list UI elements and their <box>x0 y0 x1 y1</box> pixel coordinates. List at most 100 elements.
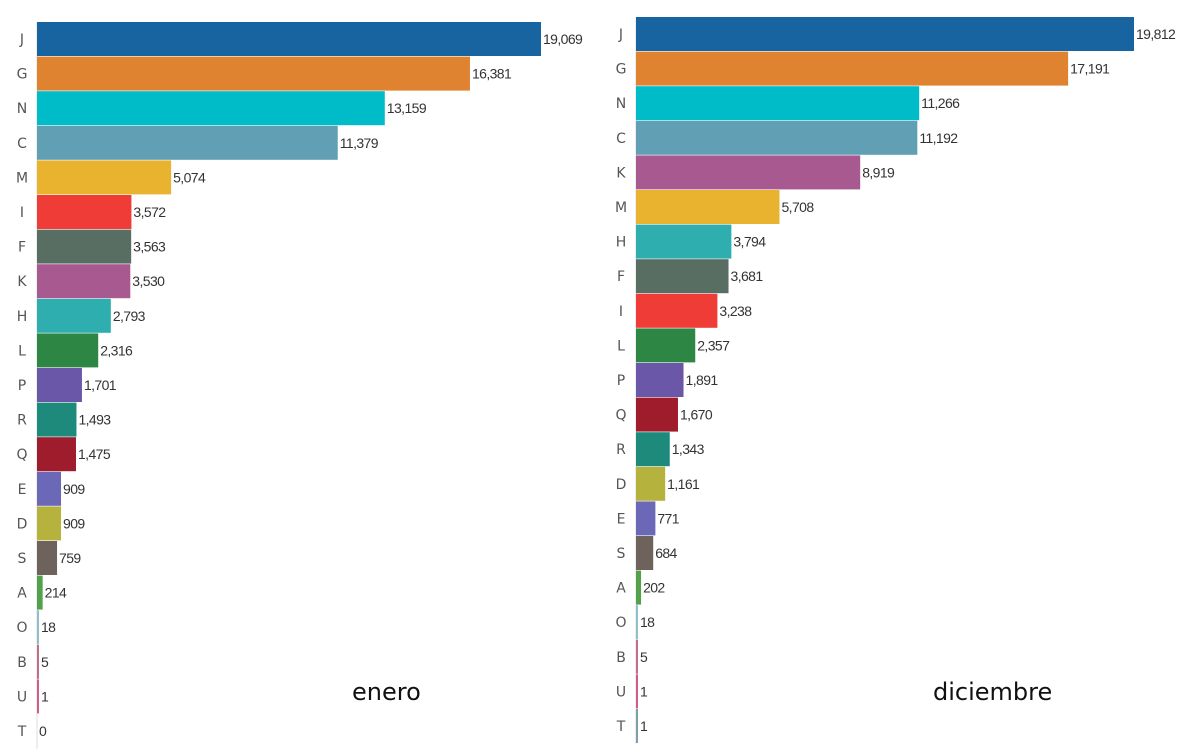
value-label-u: 1 <box>41 688 49 704</box>
value-label-c: 11,192 <box>919 130 958 146</box>
tick-label-j: J <box>618 27 623 43</box>
value-label-d: 909 <box>63 515 85 531</box>
tick-label-m: M <box>615 200 627 216</box>
bar-n <box>636 86 920 121</box>
value-label-j: 19,069 <box>543 31 583 47</box>
tick-label-e: E <box>18 482 27 498</box>
value-label-s: 759 <box>59 550 81 566</box>
value-label-q: 1,475 <box>78 446 111 462</box>
tick-label-i: I <box>20 205 24 221</box>
tick-label-m: M <box>16 170 28 186</box>
bar-r <box>37 402 77 437</box>
value-label-t: 1 <box>640 718 648 734</box>
tick-label-b: B <box>616 650 626 666</box>
tick-label-g: G <box>616 62 627 78</box>
tick-label-l: L <box>617 338 625 354</box>
value-label-u: 1 <box>640 683 648 699</box>
bar-r <box>636 432 670 467</box>
tick-label-p: P <box>617 373 625 389</box>
bar-f <box>636 259 729 294</box>
value-label-f: 3,681 <box>731 268 764 284</box>
tick-label-q: Q <box>615 408 626 424</box>
bar-c <box>636 120 918 155</box>
tick-label-h: H <box>616 235 627 251</box>
chart-diciembre: J 19,812 G 17,191 N 11,266 C 11,192 K 8,919 M 5,708… <box>615 17 1177 744</box>
value-label-a: 214 <box>45 585 67 601</box>
tick-label-q: Q <box>16 447 27 463</box>
value-label-f: 3,563 <box>133 239 166 255</box>
tick-label-g: G <box>17 67 28 83</box>
bar-q <box>636 397 678 432</box>
tick-label-a: A <box>616 581 626 597</box>
tick-label-h: H <box>17 309 28 325</box>
bar-m <box>636 190 780 224</box>
value-label-m: 5,074 <box>173 169 206 185</box>
tick-label-i: I <box>619 304 623 320</box>
bar-d <box>636 466 666 501</box>
tick-label-f: F <box>617 269 625 285</box>
value-label-t: 0 <box>39 723 47 739</box>
bar-l <box>37 333 99 368</box>
tick-label-s: S <box>617 546 626 562</box>
tick-label-f: F <box>18 240 26 256</box>
value-label-r: 1,493 <box>78 412 111 428</box>
tick-label-l: L <box>18 343 26 359</box>
tick-label-u: U <box>616 684 626 700</box>
bar-c <box>37 125 338 160</box>
bar-p <box>636 363 684 397</box>
bar-p <box>37 368 82 402</box>
bar-h <box>37 298 111 333</box>
tick-label-n: N <box>616 96 626 112</box>
bar-e <box>37 471 62 506</box>
tick-label-t: T <box>616 719 626 735</box>
tick-label-r: R <box>616 442 626 458</box>
tick-label-k: K <box>17 274 27 290</box>
tick-label-o: O <box>16 620 27 636</box>
bar-g <box>37 56 470 91</box>
tick-label-j: J <box>19 32 24 48</box>
bar-m <box>37 160 172 195</box>
bar-o <box>636 605 638 640</box>
tick-label-o: O <box>615 615 626 631</box>
bar-i <box>37 195 132 229</box>
bar-j <box>37 22 541 56</box>
bar-j <box>636 17 1134 51</box>
bar-a <box>636 570 642 605</box>
tick-label-d: D <box>17 516 28 532</box>
value-label-a: 202 <box>643 580 665 596</box>
value-label-h: 3,794 <box>733 234 766 250</box>
value-label-p: 1,891 <box>686 372 719 388</box>
bar-i <box>636 293 718 328</box>
value-label-g: 17,191 <box>1070 61 1110 77</box>
value-label-n: 11,266 <box>921 95 960 111</box>
value-label-o: 18 <box>41 619 56 635</box>
bar-s <box>636 536 654 570</box>
value-label-i: 3,238 <box>719 303 752 319</box>
value-label-d: 1,161 <box>667 476 700 492</box>
value-label-p: 1,701 <box>84 377 117 393</box>
bar-d <box>37 506 62 541</box>
tick-label-k: K <box>616 165 626 181</box>
bar-b <box>37 644 39 679</box>
bar-h <box>636 224 732 259</box>
value-label-b: 5 <box>640 649 648 665</box>
bar-g <box>636 51 1069 86</box>
value-label-g: 16,381 <box>472 66 512 82</box>
bar-t <box>636 709 638 743</box>
bar-b <box>636 639 638 674</box>
bar-e <box>636 501 656 536</box>
value-label-k: 3,530 <box>132 273 165 289</box>
value-label-e: 909 <box>63 481 85 497</box>
bar-a <box>37 575 43 610</box>
value-label-n: 13,159 <box>387 100 427 116</box>
value-label-i: 3,572 <box>133 204 166 220</box>
chart-enero: J 19,069 G 16,381 N 13,159 C 11,379 M 5,074 I 3,572… <box>16 22 584 749</box>
value-label-o: 18 <box>640 614 655 630</box>
value-label-m: 5,708 <box>781 199 814 215</box>
value-label-j: 19,812 <box>1136 26 1176 42</box>
value-label-h: 2,793 <box>113 308 146 324</box>
chart-title-enero: enero <box>352 678 421 706</box>
tick-label-b: B <box>17 655 27 671</box>
bar-l <box>636 328 696 363</box>
